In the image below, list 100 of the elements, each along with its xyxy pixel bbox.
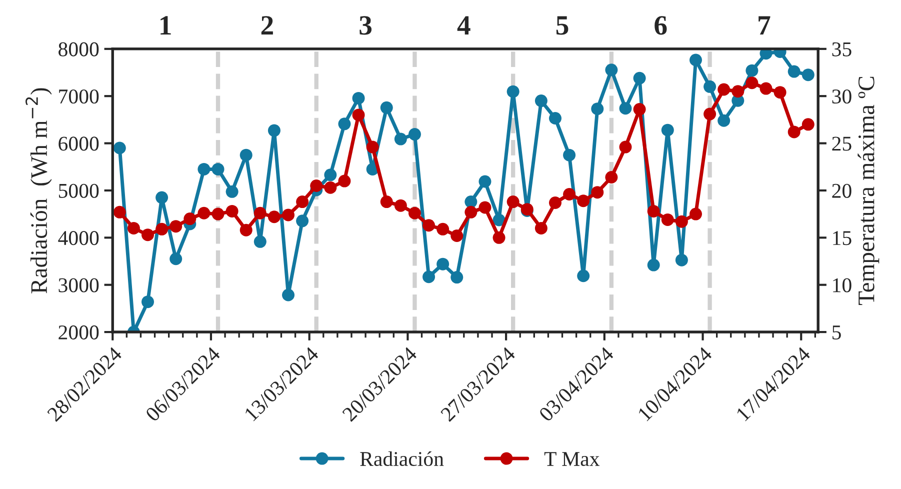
- point: [689, 54, 702, 66]
- text: 2: [261, 16, 273, 34]
- point: [282, 208, 295, 222]
- text: 1: [160, 16, 171, 34]
- point: [310, 179, 323, 192]
- point: [619, 140, 632, 154]
- point: [254, 206, 266, 220]
- point: [506, 85, 520, 98]
- point: [492, 231, 506, 244]
- point: [408, 206, 421, 220]
- point: [254, 235, 266, 248]
- point: [422, 219, 436, 232]
- point: [704, 108, 716, 120]
- point: [464, 196, 478, 208]
- point: [324, 168, 337, 182]
- point: [506, 196, 520, 208]
- point: [113, 206, 126, 218]
- text: 4: [457, 16, 470, 34]
- point: [240, 224, 252, 236]
- point: [591, 102, 604, 116]
- y2-tick-label: 20: [832, 184, 852, 198]
- legend-label: Radiación: [360, 451, 444, 466]
- point: [352, 92, 365, 104]
- point: [226, 204, 238, 218]
- y2-tick-label: 5: [832, 326, 841, 340]
- point: [450, 230, 464, 242]
- point: [170, 220, 182, 233]
- point: [338, 118, 351, 130]
- point: [268, 124, 280, 137]
- point: [548, 196, 562, 209]
- point: [296, 214, 309, 228]
- point: [746, 64, 758, 77]
- point: [534, 94, 548, 108]
- point: [366, 140, 379, 154]
- point: [788, 65, 800, 78]
- point: [661, 124, 674, 136]
- point: [184, 212, 196, 226]
- point: [802, 68, 814, 82]
- point: [268, 210, 280, 224]
- text: 3: [360, 16, 372, 35]
- point: [212, 208, 224, 220]
- point: [380, 101, 393, 114]
- point: [127, 222, 140, 234]
- point: [282, 288, 295, 302]
- point: [478, 201, 492, 214]
- point: [605, 171, 618, 184]
- y2-tick-label: 25: [832, 136, 852, 151]
- y-axis-title: Radiación (Wh m$^{−2}$): [26, 88, 52, 294]
- point: [760, 82, 772, 95]
- point: [746, 76, 758, 90]
- y2-tick-label: 35: [832, 42, 852, 56]
- point: [619, 102, 632, 115]
- point: [718, 83, 730, 96]
- point: [647, 258, 660, 272]
- point: [113, 142, 126, 154]
- point: [408, 128, 421, 141]
- y-tick-label: 6000: [58, 136, 99, 151]
- point: [450, 271, 464, 284]
- point: [492, 214, 506, 226]
- y2-tick-label: 15: [833, 231, 852, 246]
- text: 7: [758, 16, 770, 34]
- point: [156, 222, 168, 236]
- y-tick-label: 7000: [59, 89, 99, 104]
- point: [633, 72, 646, 84]
- y2-tick-label: 30: [832, 89, 852, 104]
- point: [394, 132, 407, 146]
- point: [212, 162, 224, 176]
- point: [380, 196, 393, 208]
- point: [436, 222, 450, 236]
- y-tick-label: 5000: [58, 184, 99, 198]
- point: [689, 208, 702, 220]
- y-tick-label: 3000: [58, 278, 99, 292]
- y-tick-label: 8000: [58, 42, 99, 56]
- point: [675, 254, 688, 266]
- point: [324, 181, 337, 194]
- point: [548, 112, 562, 125]
- point: [422, 270, 436, 284]
- point: [352, 108, 365, 122]
- point: [577, 270, 590, 282]
- point: [156, 191, 168, 204]
- point: [675, 215, 688, 228]
- point: [478, 175, 492, 188]
- y2-tick-label: 10: [833, 278, 852, 292]
- point: [436, 258, 450, 270]
- point: [633, 103, 646, 116]
- point: [647, 204, 660, 218]
- point: [718, 114, 730, 127]
- point: [760, 48, 772, 60]
- point: [170, 252, 182, 266]
- point: [704, 80, 716, 93]
- point: [605, 64, 618, 76]
- point: [577, 194, 590, 208]
- point: [338, 174, 351, 188]
- point: [142, 296, 154, 308]
- point: [563, 148, 576, 162]
- point: [563, 188, 576, 200]
- point: [591, 186, 604, 199]
- point: [226, 185, 238, 198]
- point: [394, 199, 407, 212]
- point: [240, 148, 252, 162]
